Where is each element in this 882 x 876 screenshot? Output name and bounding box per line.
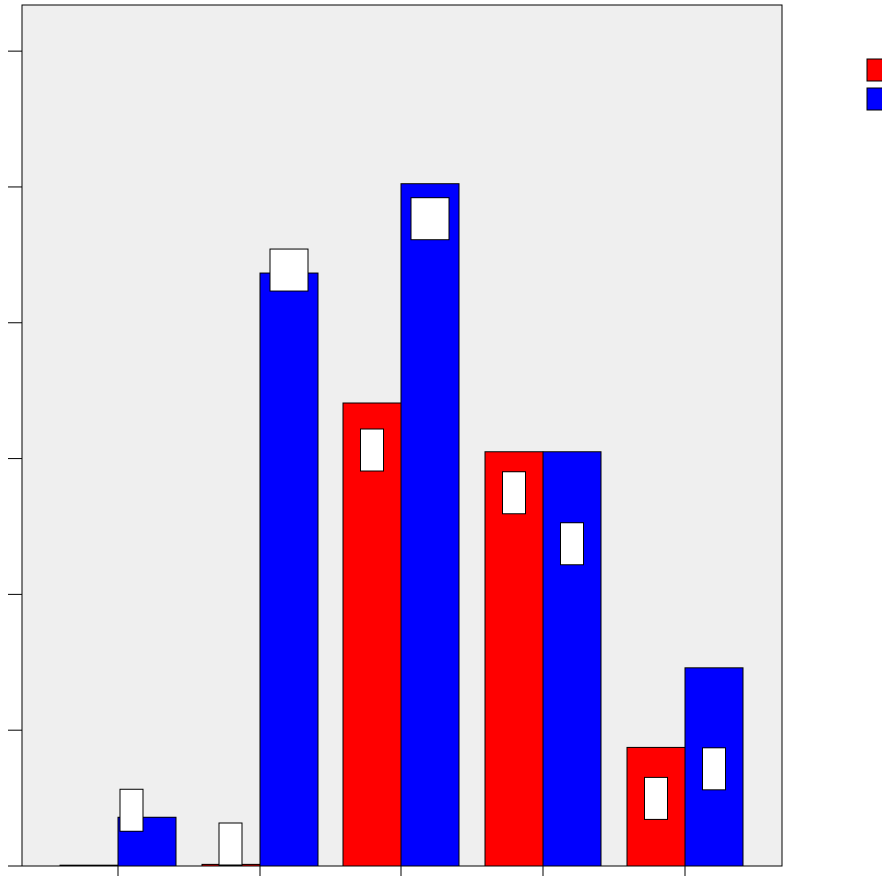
bars-group [59,183,744,867]
legend-swatch-series-1 [866,58,882,82]
value-label-series-2-cat-2 [269,248,309,292]
y-axis [8,50,22,867]
value-label-series-1-cat-4 [502,471,526,515]
bar-series-1-cat-3 [342,402,402,867]
bar-series-2-cat-3 [400,183,460,867]
bar-series-2-cat-2 [259,272,319,867]
value-label-series-2-cat-5 [702,747,726,791]
bar-series-1-cat-4 [484,451,544,867]
value-labels-group [119,197,726,866]
value-label-series-1-cat-2 [218,822,243,866]
legend [866,58,882,111]
value-label-series-2-cat-3 [410,197,450,241]
value-label-series-1-cat-3 [360,428,384,472]
legend-swatch-series-2 [866,87,882,111]
value-label-series-2-cat-1 [119,788,144,832]
plot-frame [21,4,783,867]
value-label-series-2-cat-4 [560,522,584,566]
value-label-series-1-cat-5 [644,776,668,820]
x-axis [117,866,686,876]
bar-series-2-cat-4 [542,451,602,867]
